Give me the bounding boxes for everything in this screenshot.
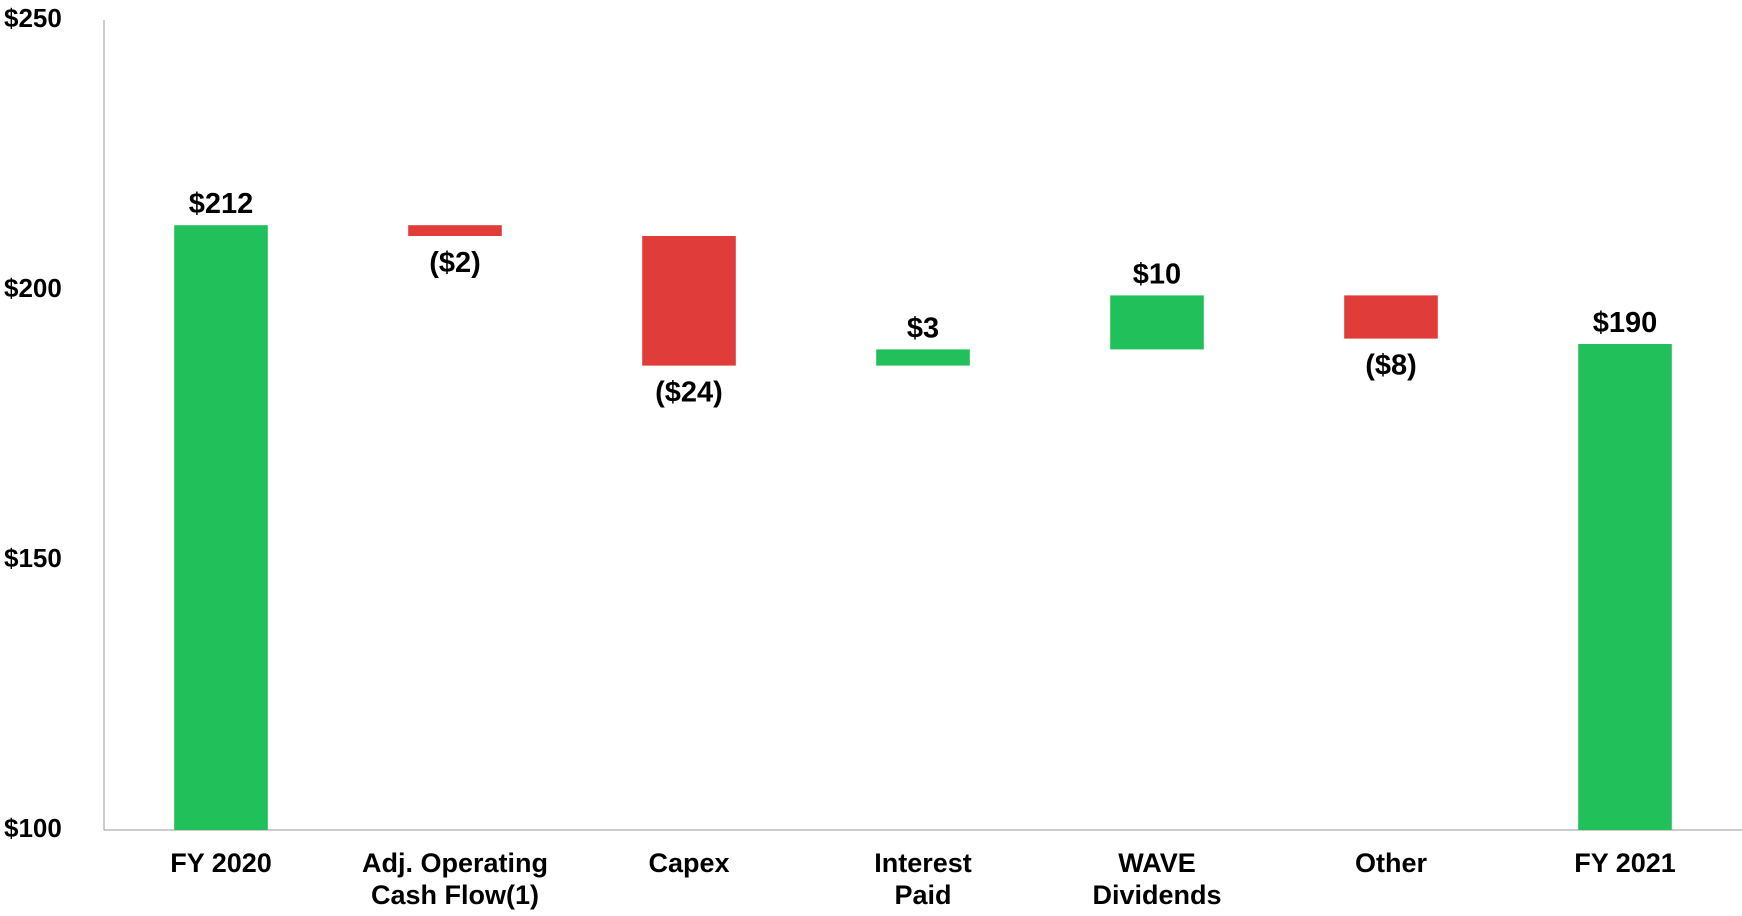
x-tick-label: Other	[1355, 848, 1428, 878]
value-label: ($8)	[1365, 350, 1417, 382]
y-tick-label: $200	[4, 273, 62, 303]
x-tick-label: FY 2020	[170, 848, 272, 878]
value-label: ($24)	[655, 377, 723, 409]
x-tick-label: FY 2021	[1574, 848, 1676, 878]
y-tick-label: $100	[4, 813, 62, 843]
bar	[174, 225, 268, 830]
y-tick-label: $150	[4, 543, 62, 573]
bar	[1110, 295, 1204, 350]
bar	[1344, 295, 1438, 339]
bar	[1578, 344, 1672, 830]
value-label: $190	[1593, 307, 1658, 339]
x-tick-label: Adj. Operating Cash Flow(1)	[362, 848, 548, 910]
y-tick-label: $250	[4, 3, 62, 33]
value-label: $212	[189, 188, 254, 220]
bar	[642, 236, 736, 366]
x-tick-label: Interest Paid	[874, 848, 972, 910]
bar	[876, 349, 970, 366]
x-tick-label: WAVE Dividends	[1092, 848, 1221, 910]
bar	[408, 225, 502, 236]
x-tick-label: Capex	[648, 848, 729, 878]
value-label: ($2)	[429, 247, 481, 279]
value-label: $3	[907, 312, 939, 344]
value-label: $10	[1133, 258, 1181, 290]
